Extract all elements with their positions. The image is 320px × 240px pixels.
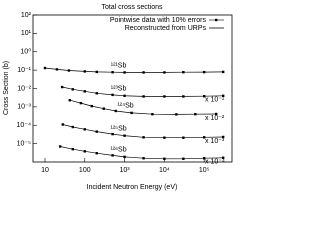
legend-swatch: [215, 18, 218, 22]
data-point: [83, 128, 86, 131]
data-point: [71, 147, 74, 151]
data-point: [79, 101, 83, 105]
series-label: ¹²⁵Sb: [111, 126, 127, 133]
series-line: [69, 99, 217, 115]
data-point: [142, 71, 145, 74]
x-tick-label: 10⁴: [159, 167, 170, 174]
scale-label: x 10⁻²: [205, 115, 225, 122]
data-point: [163, 95, 166, 98]
x-tick-label: 10³: [120, 167, 131, 174]
data-point: [182, 95, 185, 98]
data-point: [142, 136, 145, 139]
series-label: ¹²⁴Sb: [117, 103, 133, 110]
y-tick-label: 10⁻¹: [17, 67, 31, 74]
legend-label: Reconstructed from URPs: [125, 25, 207, 32]
series-line: [44, 67, 224, 73]
series-line: [62, 124, 224, 139]
y-tick-label: 10⁰: [20, 48, 31, 56]
data-point: [182, 71, 185, 74]
data-point: [163, 71, 166, 74]
x-tick-label: 10⁵: [199, 167, 210, 174]
chart-title: Total cross sections: [101, 4, 163, 11]
data-point: [175, 113, 178, 116]
data-point: [90, 104, 93, 108]
data-point: [111, 154, 114, 157]
x-tick-label: 100: [79, 167, 91, 174]
data-point: [182, 157, 185, 160]
data-point: [43, 66, 47, 70]
data-point: [202, 136, 206, 139]
y-tick-label: 10¹: [21, 30, 32, 37]
data-point: [123, 155, 126, 159]
series-label: ¹²¹Sb: [111, 62, 127, 69]
data-point: [95, 70, 98, 74]
data-point: [202, 157, 206, 160]
data-point: [163, 157, 166, 160]
data-point: [61, 123, 64, 126]
data-point: [142, 157, 145, 160]
data-point: [58, 145, 62, 148]
data-point: [163, 136, 166, 139]
data-point: [123, 71, 126, 74]
data-point: [221, 94, 225, 98]
data-point: [114, 109, 117, 113]
data-point: [95, 130, 98, 133]
data-point: [123, 134, 126, 137]
data-point: [111, 93, 114, 97]
y-tick-label: 10⁻⁵: [17, 140, 31, 147]
y-tick-label: 10⁻³: [17, 104, 31, 111]
x-tick-label: 10: [41, 167, 49, 174]
data-point: [111, 132, 114, 136]
data-point: [83, 90, 86, 93]
scale-label: x 10⁻¹: [205, 97, 225, 104]
series-line: [60, 146, 224, 160]
y-tick-label: 10²: [21, 12, 32, 19]
y-tick-label: 10⁻⁴: [17, 122, 32, 129]
data-point: [83, 70, 86, 73]
data-point: [142, 95, 145, 98]
series-label: ¹²⁶Sb: [111, 147, 127, 154]
data-point: [55, 68, 59, 71]
data-point: [214, 112, 218, 116]
data-point: [202, 95, 206, 98]
chart: Total cross sections Incident Neutron En…: [3, 4, 233, 191]
series-line: [62, 86, 224, 97]
data-point: [95, 92, 98, 95]
data-point: [202, 70, 206, 74]
data-point: [194, 112, 197, 116]
data-point: [182, 136, 185, 139]
plot-frame: [32, 14, 233, 163]
data-point: [95, 152, 98, 155]
data-point: [71, 125, 74, 129]
data-point: [221, 156, 225, 159]
data-point: [67, 69, 71, 72]
data-point: [71, 88, 74, 91]
data-point: [123, 94, 126, 98]
legend-label: Pointwise data with 10% errors: [110, 17, 207, 24]
data-point: [68, 99, 71, 102]
x-axis-label: Incident Neutron Energy (eV): [87, 184, 178, 191]
data-point: [221, 135, 225, 139]
data-point: [111, 71, 114, 74]
scale-label: x 10⁻⁴: [205, 159, 225, 166]
y-axis-label: Cross Section (b): [3, 61, 10, 115]
data-point: [151, 112, 154, 116]
y-tick-label: 10⁻²: [17, 85, 31, 92]
data-point: [102, 107, 105, 110]
data-point: [130, 111, 133, 115]
data-point: [221, 70, 225, 74]
scale-label: x 10⁻³: [205, 138, 225, 145]
data-point: [60, 85, 64, 89]
series-label: ¹²³Sb: [111, 86, 127, 93]
data-point: [83, 150, 86, 153]
